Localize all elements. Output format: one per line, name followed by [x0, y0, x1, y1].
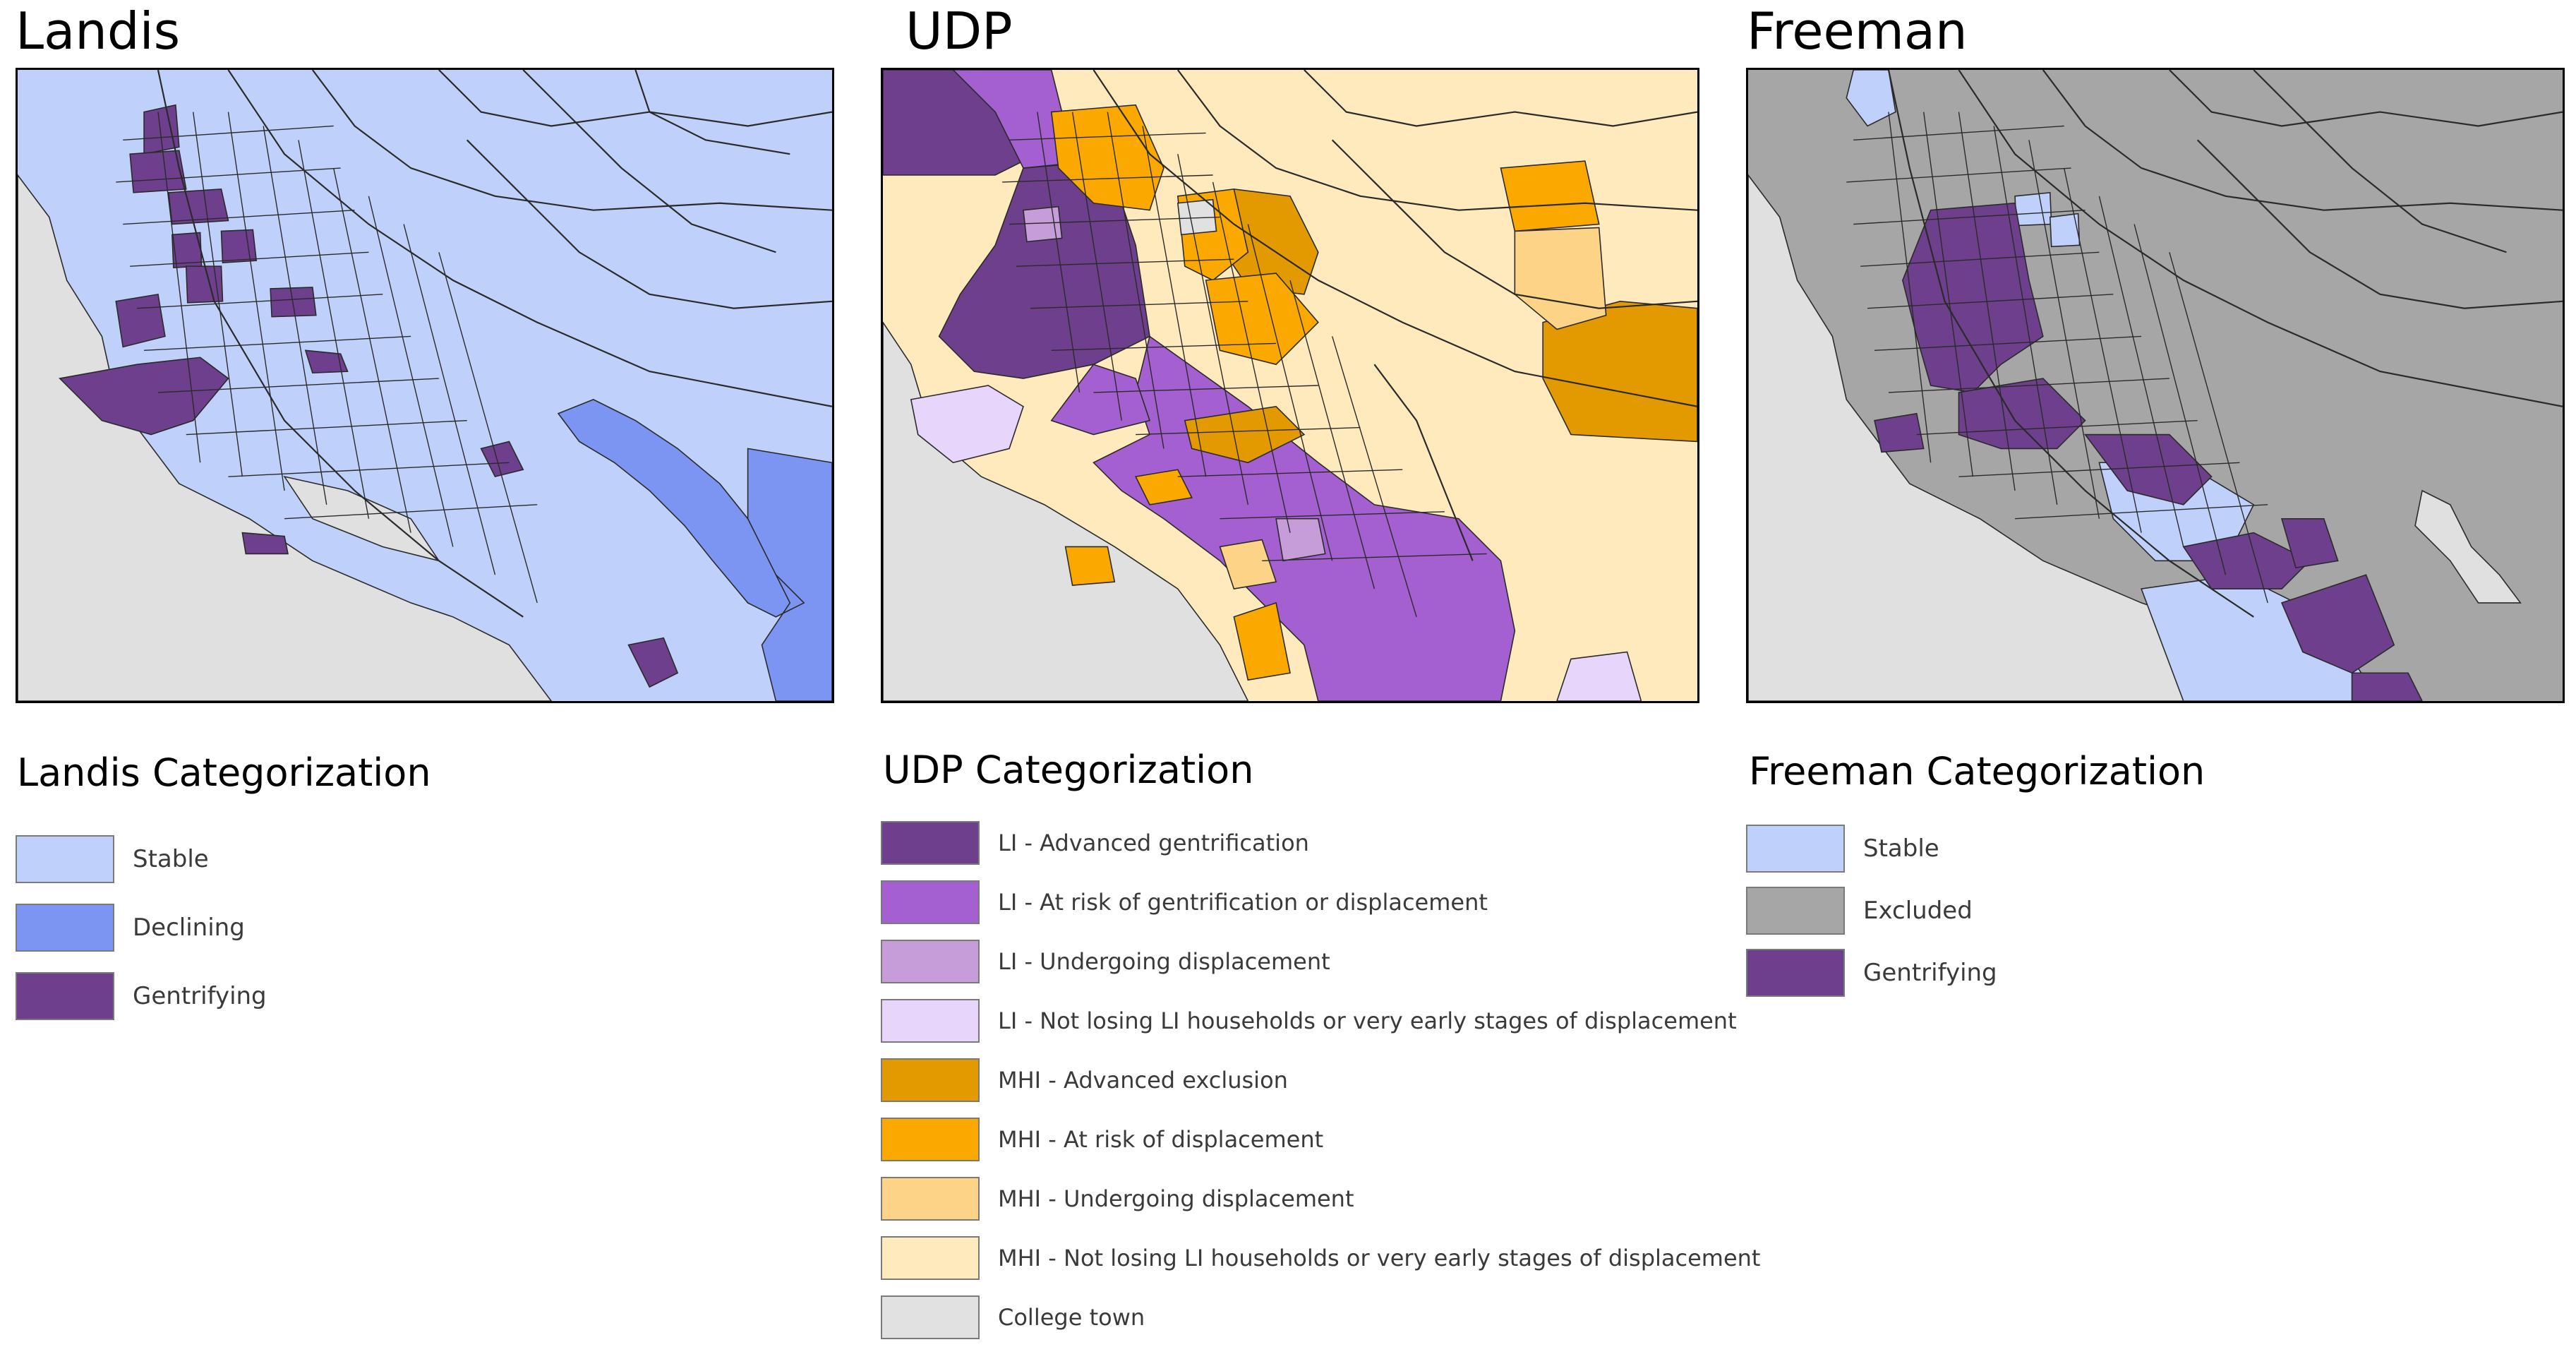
- gentrifying-tract: [1902, 202, 2044, 393]
- gentrifying-tract: [2281, 517, 2339, 569]
- gentrifying-tract: [2083, 433, 2213, 505]
- legend-item-mhi-at-risk: MHI - At risk of displacement: [881, 1110, 1760, 1169]
- legend-swatch: [1746, 887, 1845, 935]
- gentrifying-tract: [2351, 672, 2423, 701]
- stable-tract: [1846, 70, 1896, 127]
- legend-label: LI - Advanced gentrification: [998, 830, 1309, 856]
- legend-item-li-at-risk: LI - At risk of gentrification or displa…: [881, 873, 1760, 932]
- legend-label: MHI - Advanced exclusion: [998, 1067, 1288, 1094]
- legend-item-mhi-advanced-exclusion: MHI - Advanced exclusion: [881, 1050, 1760, 1110]
- legend-item-li-undergoing: LI - Undergoing displacement: [881, 932, 1760, 991]
- legend-swatch: [1746, 825, 1845, 873]
- legend-swatch: [16, 971, 114, 1020]
- udp-legend-title: UDP Categorization: [883, 748, 1254, 792]
- legend-item-mhi-undergoing: MHI - Undergoing displacement: [881, 1169, 1760, 1228]
- gentrifying-tract: [627, 637, 679, 688]
- legend-swatch: [16, 834, 114, 883]
- mhi-at-risk: [1134, 469, 1193, 505]
- legend-swatch: [881, 999, 980, 1043]
- legend-swatch: [881, 821, 980, 865]
- legend-label: Gentrifying: [1863, 959, 1997, 987]
- udp-map-canvas: [883, 70, 1697, 701]
- landis-legend: Stable Declining Gentrifying: [16, 825, 267, 1030]
- estuary-water: [2414, 489, 2522, 604]
- legend-label: Stable: [133, 844, 209, 873]
- udp-legend: LI - Advanced gentrification LI - At ris…: [881, 813, 1760, 1347]
- legend-label: College town: [998, 1304, 1145, 1331]
- gentrifying-tract: [143, 104, 180, 155]
- mhi-at-risk: [1050, 104, 1164, 211]
- legend-label: Stable: [1863, 834, 1939, 863]
- legend-item-stable: Stable: [1746, 818, 1997, 880]
- li-undergoing: [1275, 517, 1326, 562]
- stable-tract: [2049, 212, 2081, 248]
- legend-item-li-advanced-gentrification: LI - Advanced gentrification: [881, 813, 1760, 873]
- legend-label: LI - Undergoing displacement: [998, 948, 1330, 975]
- gentrifying-tract: [2280, 574, 2395, 674]
- freeman-map[interactable]: [1746, 68, 2565, 703]
- udp-map[interactable]: [881, 68, 1699, 703]
- gentrifying-tract: [59, 357, 229, 436]
- legend-swatch: [881, 1118, 980, 1161]
- freeman-title: Freeman: [1747, 1, 1968, 61]
- legend-label: MHI - At risk of displacement: [998, 1126, 1324, 1153]
- legend-label: MHI - Not losing LI households or very e…: [998, 1245, 1761, 1271]
- gentrifying-tract: [241, 532, 289, 555]
- gentrifying-tract: [129, 150, 187, 193]
- legend-swatch: [16, 903, 114, 952]
- mhi-undergoing: [1514, 227, 1607, 330]
- gentrifying-tract: [2182, 532, 2311, 589]
- mhi-at-risk: [1064, 546, 1116, 586]
- li-at-risk: [1050, 364, 1151, 436]
- legend-label: Gentrifying: [133, 981, 267, 1010]
- landis-title: Landis: [16, 1, 181, 61]
- legend-item-stable: Stable: [16, 825, 267, 893]
- legend-item-gentrifying: Gentrifying: [1746, 942, 1997, 1004]
- li-not-losing: [910, 385, 1024, 464]
- gentrifying-tract: [168, 188, 229, 225]
- legend-item-li-not-losing: LI - Not losing LI households or very ea…: [881, 991, 1760, 1050]
- li-undergoing: [1023, 205, 1063, 243]
- legend-swatch: [881, 1058, 980, 1102]
- mhi-advanced-exclusion: [1184, 405, 1306, 464]
- legend-item-gentrifying: Gentrifying: [16, 962, 267, 1030]
- landis-map-canvas: [18, 70, 832, 701]
- gentrifying-tract: [220, 229, 258, 264]
- legend-item-declining: Declining: [16, 893, 267, 962]
- legend-swatch: [1746, 949, 1845, 997]
- legend-item-mhi-not-losing: MHI - Not losing LI households or very e…: [881, 1228, 1760, 1288]
- legend-label: Excluded: [1863, 897, 1973, 925]
- freeman-legend-title: Freeman Categorization: [1749, 749, 2205, 794]
- mhi-advanced-exclusion: [1542, 300, 1697, 443]
- legend-swatch: [881, 940, 980, 983]
- legend-label: Declining: [133, 913, 245, 942]
- mhi-at-risk: [1205, 273, 1319, 366]
- gentrifying-tract: [480, 441, 524, 478]
- landis-map[interactable]: [16, 68, 834, 703]
- legend-label: LI - At risk of gentrification or displa…: [998, 889, 1488, 916]
- legend-swatch: [881, 1295, 980, 1339]
- gentrifying-tract: [185, 265, 224, 304]
- legend-item-college-town: College town: [881, 1288, 1760, 1347]
- mhi-at-risk: [1500, 160, 1600, 232]
- mhi-undergoing: [1219, 539, 1277, 589]
- legend-label: MHI - Undergoing displacement: [998, 1185, 1354, 1212]
- li-advanced-gentrification: [938, 160, 1150, 379]
- li-not-losing: [1556, 651, 1642, 701]
- legend-swatch: [881, 1177, 980, 1221]
- freeman-legend: Stable Excluded Gentrifying: [1746, 818, 1997, 1004]
- udp-title: UDP: [905, 1, 1013, 61]
- college-town: [1176, 198, 1217, 236]
- freeman-map-canvas: [1748, 70, 2563, 701]
- declining-area: [557, 398, 832, 701]
- legend-swatch: [881, 1236, 980, 1280]
- gentrifying-tract: [304, 349, 349, 373]
- landis-legend-title: Landis Categorization: [17, 750, 431, 795]
- gentrifying-tract: [1874, 412, 1925, 453]
- mhi-at-risk: [1233, 601, 1291, 681]
- legend-swatch: [881, 880, 980, 924]
- stable-tract: [2014, 191, 2052, 227]
- legend-label: LI - Not losing LI households or very ea…: [998, 1007, 1737, 1034]
- legend-item-excluded: Excluded: [1746, 880, 1997, 942]
